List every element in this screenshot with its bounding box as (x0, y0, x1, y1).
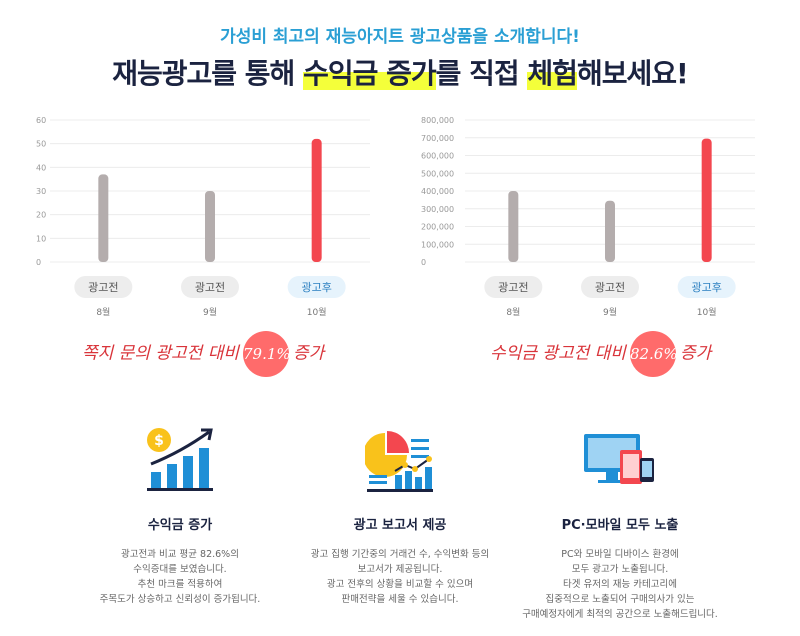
result-text: 수익금 광고전 대비 (490, 343, 626, 364)
feature-line: 광고전과 비교 평균 82.6%의 (121, 549, 239, 560)
feature-revenue-increase: 수익금 증가 광고전과 비교 평균 82.6%의 수익증대를 보였습니다. 추천… (70, 514, 290, 607)
headline-text: 재능광고를 통해 (112, 57, 304, 90)
headline-highlight-experience: 체험 (527, 57, 578, 90)
feature-line: 주목도가 상승하고 신뢰성이 증가됩니다. (99, 594, 261, 605)
feature-title: 수익금 증가 (147, 518, 213, 533)
report-chart-icon (363, 425, 435, 497)
y-tick-label: 40 (36, 163, 46, 172)
headline-text: 해보세요! (576, 57, 689, 90)
category-label: 광고후 (691, 281, 721, 294)
category-label: 광고후 (301, 281, 331, 294)
feature-title: PC·모바일 모두 노출 (561, 518, 679, 533)
category-label: 광고전 (498, 281, 528, 294)
y-tick-label: 30 (36, 187, 46, 196)
y-tick-label: 10 (36, 234, 46, 243)
month-label: 8월 (506, 306, 520, 318)
feature-line: 보고서가 제공됩니다. (357, 564, 443, 575)
y-tick-label: 20 (36, 211, 46, 220)
feature-line: 타겟 유저의 재능 카테고리에 (563, 579, 677, 590)
coin-growth-chart-icon: $ (145, 424, 215, 496)
category-pill (581, 276, 639, 298)
result-text: 쪽지 문의 광고전 대비 (82, 343, 239, 364)
feature-line: 광고 전후의 상황을 비교할 수 있으며 (326, 579, 474, 590)
category-label: 광고전 (88, 281, 118, 294)
svg-text:$: $ (154, 433, 164, 449)
page-subtitle: 가성비 최고의 재능아지트 광고상품을 소개합니다! (220, 27, 580, 47)
y-tick-label: 0 (421, 258, 426, 267)
bar (701, 138, 712, 262)
y-tick-label: 200,000 (421, 223, 454, 232)
feature-line: 추천 마크를 적용하여 (137, 579, 223, 590)
category-label: 광고전 (195, 281, 225, 294)
inquiry-result: 쪽지 문의 광고전 대비 79.1% 증가 (82, 331, 324, 377)
y-tick-label: 700,000 (421, 134, 454, 143)
month-label: 9월 (603, 306, 617, 318)
feature-description: PC와 모바일 디바이스 환경에 모두 광고가 노출됩니다. 타겟 유저의 재능… (510, 547, 730, 622)
revenue-result: 수익금 광고전 대비 82.6% 증가 (490, 331, 711, 377)
feature-ad-report: 광고 보고서 제공 광고 집행 기간중의 거래건 수, 수익변화 등의 보고서가… (290, 514, 510, 607)
revenue-bar-chart: 0 100,000 200,000 300,000 400,000 500,000 600,… (421, 116, 755, 318)
result-text: 증가 (679, 343, 712, 364)
feature-description: 광고 집행 기간중의 거래건 수, 수익변화 등의 보고서가 제공됩니다. 광고… (290, 547, 510, 607)
y-tick-label: 400,000 (421, 187, 454, 196)
category-pill (287, 276, 346, 298)
y-tick-label: 600,000 (421, 152, 454, 161)
feature-line: 집중적으로 노출되어 구매의사가 있는 (545, 594, 695, 605)
bar (205, 191, 215, 262)
feature-line: 광고 집행 기간중의 거래건 수, 수익변화 등의 (310, 549, 490, 560)
y-tick-label: 500,000 (421, 169, 454, 178)
y-tick-label: 100,000 (421, 240, 454, 249)
headline-text: 를 직접 (435, 57, 528, 90)
category-pill (74, 276, 133, 298)
page-headline: 재능광고를 통해 수익금 증가를 직접 체험해보세요! (0, 52, 800, 92)
feature-line: 모두 광고가 노출됩니다. (571, 564, 669, 575)
y-tick-label: 800,000 (421, 116, 454, 125)
y-tick-label: 50 (36, 140, 46, 149)
inquiry-bar-chart: 0 10 20 30 40 50 60 광고전 8월 광고전 9월 광고후 10월 (36, 116, 370, 318)
month-label: 10월 (307, 306, 327, 318)
result-text: 증가 (292, 343, 325, 364)
category-pill (181, 276, 239, 298)
feature-line: 구매예정자에게 최적의 공간으로 노출해드립니다. (522, 609, 718, 620)
bar (311, 138, 322, 262)
feature-line: PC와 모바일 디바이스 환경에 (561, 549, 679, 560)
category-pill (677, 276, 736, 298)
month-label: 8월 (96, 306, 110, 318)
inquiry-increase-badge: 79.1% (242, 331, 291, 377)
feature-description: 광고전과 비교 평균 82.6%의 수익증대를 보였습니다. 추천 마크를 적용… (70, 547, 290, 607)
y-tick-label: 60 (36, 116, 46, 125)
category-label: 광고전 (595, 281, 625, 294)
month-label: 9월 (203, 306, 217, 318)
feature-line: 수익증대를 보였습니다. (133, 564, 227, 575)
headline-highlight-revenue: 수익금 증가 (303, 57, 437, 90)
multi-device-icon (580, 428, 660, 496)
feature-pc-mobile-exposure: PC·모바일 모두 노출 PC와 모바일 디바이스 환경에 모두 광고가 노출됩… (510, 514, 730, 622)
bar (508, 191, 519, 262)
feature-line: 판매전략을 세울 수 있습니다. (341, 594, 459, 605)
y-tick-label: 0 (36, 258, 41, 267)
revenue-increase-badge: 82.6% (629, 331, 678, 377)
month-label: 10월 (697, 306, 717, 318)
bar (605, 200, 615, 262)
category-pill (484, 276, 543, 298)
feature-title: 광고 보고서 제공 (353, 518, 447, 533)
bar (98, 174, 109, 262)
y-tick-label: 300,000 (421, 205, 454, 214)
